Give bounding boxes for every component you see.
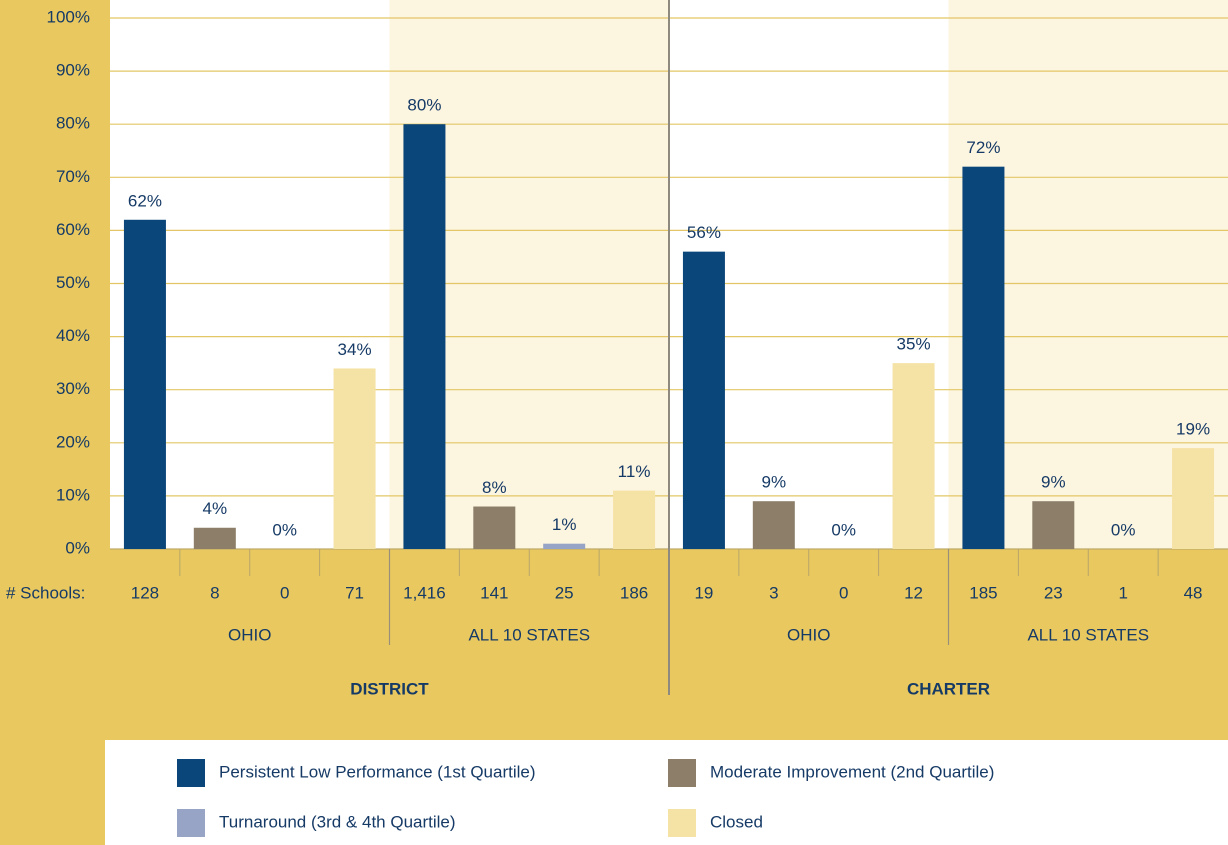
category-label: OHIO	[787, 625, 830, 644]
y-tick-label: 90%	[56, 61, 90, 80]
legend-label: Persistent Low Performance (1st Quartile…	[219, 762, 536, 781]
school-count: 1	[1118, 583, 1127, 602]
legend-box	[105, 740, 1228, 845]
bar	[193, 527, 236, 549]
legend-label: Closed	[710, 812, 763, 831]
y-tick-label: 10%	[56, 485, 90, 504]
bar	[613, 490, 656, 549]
bar	[682, 251, 725, 549]
value-label: 0%	[831, 520, 856, 539]
legend-swatch	[668, 809, 696, 837]
legend-label: Turnaround (3rd & 4th Quartile)	[219, 812, 456, 831]
bar	[543, 543, 586, 549]
value-label: 11%	[618, 462, 651, 481]
value-label: 34%	[338, 340, 372, 359]
bar	[403, 124, 446, 549]
y-tick-label: 70%	[56, 167, 90, 186]
y-tick-label: 50%	[56, 273, 90, 292]
school-count: 3	[769, 583, 778, 602]
legend-swatch	[177, 759, 205, 787]
y-tick-label: 0%	[65, 538, 90, 557]
school-count: 23	[1044, 583, 1063, 602]
legend-label: Moderate Improvement (2nd Quartile)	[710, 762, 994, 781]
value-label: 1%	[552, 515, 577, 534]
y-tick-label: 20%	[56, 432, 90, 451]
category-label: ALL 10 STATES	[1027, 625, 1149, 644]
y-tick-label: 80%	[56, 114, 90, 133]
value-label: 9%	[1041, 473, 1066, 492]
value-label: 8%	[482, 478, 507, 497]
y-tick-label: 100%	[47, 7, 90, 26]
school-count: 141	[480, 583, 508, 602]
value-label: 72%	[966, 138, 1000, 157]
value-label: 9%	[762, 473, 787, 492]
group-label: DISTRICT	[350, 679, 429, 698]
legend-swatch	[177, 809, 205, 837]
school-count: 48	[1184, 583, 1203, 602]
y-tick-label: 40%	[56, 326, 90, 345]
school-count: 19	[694, 583, 713, 602]
legend-swatch	[668, 759, 696, 787]
value-label: 0%	[1111, 520, 1136, 539]
y-tick-label: 60%	[56, 220, 90, 239]
school-count: 8	[210, 583, 219, 602]
value-label: 56%	[687, 223, 721, 242]
value-label: 80%	[407, 96, 441, 115]
value-label: 35%	[897, 335, 931, 354]
category-label: OHIO	[228, 625, 271, 644]
school-count: 0	[839, 583, 848, 602]
value-label: 19%	[1176, 420, 1210, 439]
counts-label: # Schools:	[6, 583, 85, 602]
bar	[892, 363, 935, 549]
group-label: CHARTER	[907, 679, 990, 698]
bar	[1032, 501, 1075, 549]
school-count: 0	[280, 583, 289, 602]
y-tick-label: 30%	[56, 379, 90, 398]
school-count: 1,416	[403, 583, 446, 602]
bar	[333, 368, 376, 549]
value-label: 62%	[128, 191, 162, 210]
value-label: 4%	[203, 499, 228, 518]
bar	[962, 166, 1005, 549]
school-count: 25	[555, 583, 574, 602]
bar	[123, 219, 166, 549]
value-label: 0%	[272, 520, 297, 539]
school-count: 185	[969, 583, 997, 602]
bar	[473, 506, 516, 549]
school-count: 71	[345, 583, 364, 602]
bar	[1172, 448, 1215, 549]
category-label: ALL 10 STATES	[468, 625, 590, 644]
bar	[752, 501, 795, 549]
school-count: 128	[131, 583, 159, 602]
school-count: 186	[620, 583, 648, 602]
school-count: 12	[904, 583, 923, 602]
